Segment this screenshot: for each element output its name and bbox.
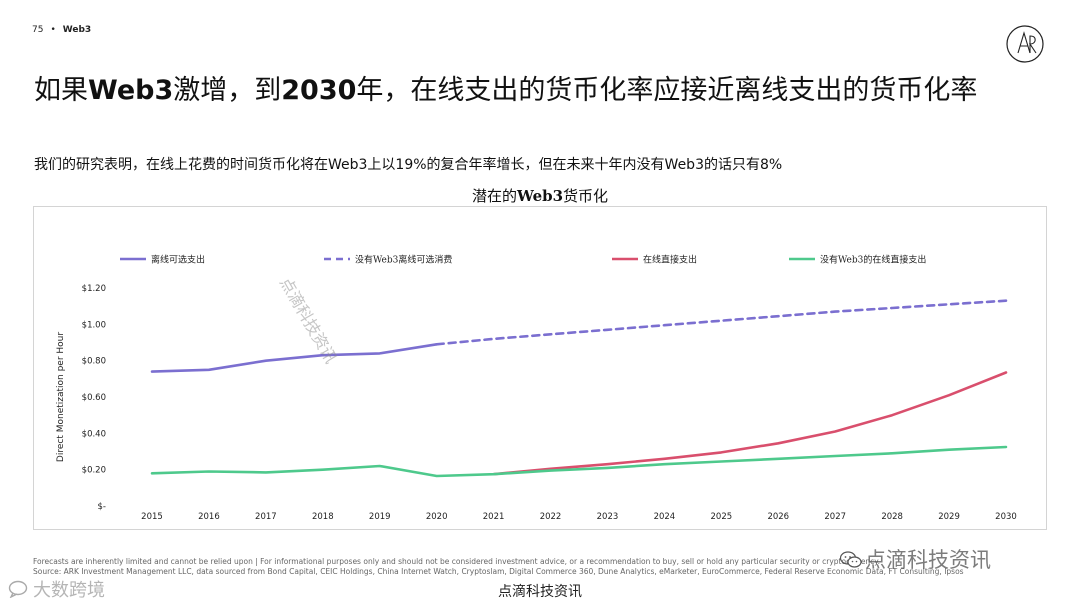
x-tick-label: 2016 <box>198 512 220 522</box>
footnote-source: Source: ARK Investment Management LLC, d… <box>33 567 964 576</box>
watermark-bottom-right-text: 点滴科技资讯 <box>865 548 991 572</box>
x-tick-label: 2028 <box>881 512 903 522</box>
page-title: 如果Web3激增，到2030年，在线支出的货币化率应接近离线支出的货币化率 <box>34 68 977 107</box>
y-tick-label: $0.60 <box>82 393 106 403</box>
footnote-disclaimer: Forecasts are inherently limited and can… <box>33 557 881 566</box>
series-line-3 <box>150 445 1008 478</box>
watermark-bottom-left-text: 大数跨境 <box>33 580 105 601</box>
chart-title-bold: Web3 <box>516 187 564 205</box>
x-tick-label: 2018 <box>312 512 334 522</box>
y-tick-label: $0.80 <box>82 357 106 367</box>
x-tick-label: 2021 <box>483 512 505 522</box>
legend-label-3: 没有Web3的在线直接支出 <box>820 254 926 266</box>
y-tick-label: $1.00 <box>82 320 106 330</box>
y-tick-label: $1.20 <box>82 284 106 294</box>
chat-bubble-icon <box>8 580 28 599</box>
title-bold1: Web3 <box>88 75 174 106</box>
title-part1: 如果 <box>34 75 88 106</box>
y-tick-label: $0.20 <box>82 466 106 476</box>
x-tick-label: 2017 <box>255 512 277 522</box>
chart-title-prefix: 潜在的 <box>471 187 517 205</box>
y-tick-label: $0.40 <box>82 429 106 439</box>
series-line-2 <box>492 371 1008 476</box>
x-tick-label: 2024 <box>654 512 676 522</box>
x-tick-label: 2020 <box>426 512 448 522</box>
y-axis-label: Direct Monetization per Hour <box>56 332 66 462</box>
chart-title: 潜在的Web3货币化 <box>0 185 1080 206</box>
section-label: Web3 <box>62 25 92 35</box>
legend-label-2: 在线直接支出 <box>643 254 697 266</box>
x-tick-label: 2015 <box>141 512 163 522</box>
series-line-0 <box>150 343 439 373</box>
series-line-1 <box>435 299 1008 346</box>
page-subtitle: 我们的研究表明，在线上花费的时间货币化将在Web3上以19%的复合年率增长，但在… <box>34 157 783 173</box>
legend-label-0: 离线可选支出 <box>151 254 205 266</box>
ark-logo-icon <box>1006 25 1044 63</box>
wechat-icon <box>839 551 862 568</box>
line-chart: Direct Monetization per Hour $- $0.20 $0.40… <box>56 254 1017 523</box>
title-part2: 激增，到 <box>173 75 282 106</box>
page-header: 75 • Web3 <box>32 25 91 35</box>
x-tick-label: 2029 <box>938 512 960 522</box>
legend-label-1: 没有Web3离线可选消费 <box>355 254 452 266</box>
page-number: 75 <box>32 25 44 35</box>
title-bold2: 2030 <box>281 75 357 106</box>
x-tick-label: 2027 <box>824 512 846 522</box>
chart-title-suffix: 货币化 <box>563 187 609 205</box>
x-tick-label: 2019 <box>369 512 391 522</box>
x-tick-label: 2025 <box>711 512 733 522</box>
x-tick-label: 2030 <box>995 512 1017 522</box>
x-tick-label: 2022 <box>540 512 562 522</box>
watermark-bottom-right: 点滴科技资讯 <box>839 544 991 574</box>
watermark-bottom-center: 点滴科技资讯 <box>498 584 582 600</box>
chart-frame: Direct Monetization per Hour $- $0.20 $0.40… <box>33 206 1047 530</box>
watermark-bottom-left: 大数跨境 <box>8 576 105 602</box>
y-tick-label: $- <box>98 502 106 512</box>
x-tick-label: 2026 <box>767 512 789 522</box>
header-separator: • <box>50 25 56 35</box>
x-tick-label: 2023 <box>597 512 619 522</box>
title-part3: 年，在线支出的货币化率应接近离线支出的货币化率 <box>356 75 978 106</box>
